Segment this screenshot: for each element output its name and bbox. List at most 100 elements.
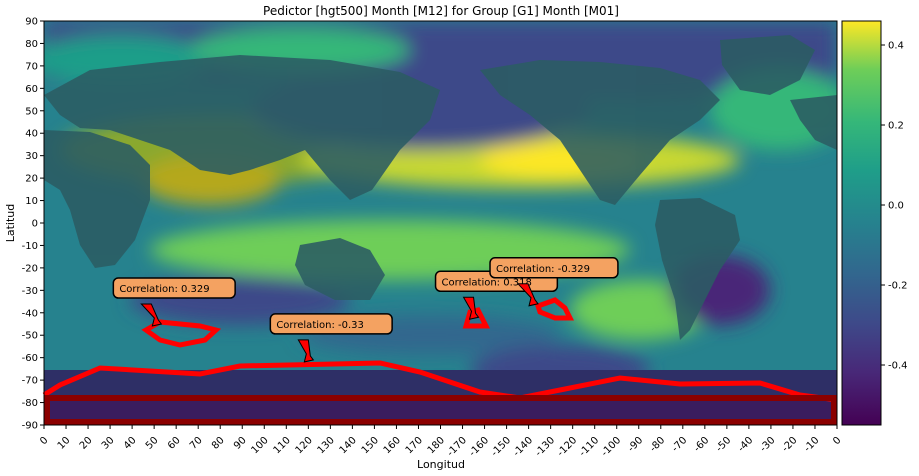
y-tick-label: 60 [25, 84, 38, 95]
region-south-pacific-b [534, 297, 575, 321]
y-tick-label: -50 [22, 331, 38, 342]
colorbar-tick-label: -0.2 [888, 281, 908, 292]
x-tick-label: -110 [577, 435, 601, 459]
x-tick-label: 0 [831, 435, 843, 447]
annotation-label: Correlation: 0.329 [119, 284, 209, 295]
x-tick-label: 110 [272, 435, 293, 456]
heatmap-plot-area [44, 21, 837, 425]
annotation-box [269, 313, 393, 335]
continent-north-america [480, 60, 720, 205]
x-tick-label: 130 [316, 435, 337, 456]
x-tick-label: 80 [210, 435, 227, 452]
region-south-indian [141, 319, 222, 348]
y-tick-label: -60 [22, 353, 38, 364]
y-tick-label: 30 [25, 151, 38, 162]
y-tick-label: 70 [25, 61, 38, 72]
y-tick-label: -80 [22, 398, 38, 409]
y-tick-label: 10 [25, 196, 38, 207]
annotation-callout: Correlation: -0.329 [489, 257, 619, 307]
x-tick-label: -150 [489, 435, 513, 459]
continent-africa [44, 130, 150, 268]
annotation-callout: Correlation: 0.329 [112, 277, 236, 327]
continent-masks [44, 35, 837, 340]
x-tick-label: -60 [692, 435, 711, 454]
x-tick-label: -120 [555, 435, 579, 459]
y-tick-label: -90 [22, 421, 38, 432]
colorbar-tick-label: -0.4 [888, 361, 908, 372]
annotation-label: Correlation: 0.318 [442, 277, 532, 288]
x-tick-label: -10 [802, 435, 821, 454]
colorbar-tick-label: 0.4 [888, 41, 904, 52]
annotation-arrow [516, 283, 539, 307]
x-tick-label: 150 [360, 435, 381, 456]
highlight-regions [42, 297, 838, 403]
y-tick-label: 50 [25, 106, 38, 117]
x-tick-label: 0 [38, 435, 50, 447]
colorbar: -0.4 -0.2 0.0 0.2 0.4 [841, 20, 908, 426]
x-tick-label: -90 [626, 435, 645, 454]
continent-eurasia [44, 55, 440, 200]
annotation-box [489, 257, 619, 279]
y-tick-label: -20 [22, 263, 38, 274]
annotation-label: Correlation: -0.33 [276, 320, 364, 331]
annotation-arrow [140, 303, 163, 327]
x-axis-ticks: 0 10 20 30 40 50 60 70 80 90 100 110 120 130 140 150 160… [38, 425, 844, 459]
x-tick-label: 30 [100, 435, 117, 452]
x-axis-label: Longitud [417, 458, 465, 471]
x-tick-label: -30 [758, 435, 777, 454]
x-tick-label: 70 [188, 435, 205, 452]
x-tick-label: -70 [670, 435, 689, 454]
y-tick-label: 0 [32, 219, 38, 230]
continent-greenland [720, 35, 815, 95]
y-tick-label: -40 [22, 308, 38, 319]
y-tick-label: 80 [25, 39, 38, 50]
x-tick-label: 40 [122, 435, 139, 452]
x-tick-label: 170 [404, 435, 425, 456]
continent-europe [790, 95, 837, 150]
x-tick-label: -20 [780, 435, 799, 454]
annotations-layer: Correlation: 0.329 Correlation: -0.33 Corr… [112, 257, 619, 363]
x-tick-label: -40 [736, 435, 755, 454]
x-tick-label: 60 [166, 435, 183, 452]
y-tick-label: -70 [22, 376, 38, 387]
annotation-box [112, 277, 236, 299]
x-tick-label: 160 [382, 435, 403, 456]
colorbar-tick-label: 0.0 [888, 201, 904, 212]
x-tick-label: 50 [144, 435, 161, 452]
x-tick-label: -140 [511, 435, 535, 459]
x-tick-label: -160 [467, 435, 491, 459]
colorbar-gradient [841, 20, 882, 426]
x-tick-label: -130 [533, 435, 557, 459]
y-tick-label: -10 [22, 241, 38, 252]
y-tick-label: 90 [25, 17, 38, 28]
y-tick-label: 40 [25, 129, 38, 140]
x-tick-label: -170 [445, 435, 469, 459]
y-tick-label: -30 [22, 286, 38, 297]
x-tick-label: -80 [648, 435, 667, 454]
y-axis-ticks: 90 80 70 60 50 40 30 20 10 0 -10 -20 -30 -40 -50 -60 -70… [22, 17, 44, 432]
x-tick-label: 100 [250, 435, 271, 456]
x-tick-label: 120 [294, 435, 315, 456]
x-tick-label: -100 [599, 435, 623, 459]
chart-title: Pedictor [hgt500] Month [M12] for Group … [263, 4, 619, 18]
y-tick-label: 20 [25, 174, 38, 185]
continent-australia [295, 238, 385, 300]
x-tick-label: 10 [56, 435, 73, 452]
region-antarctic-edge [42, 360, 838, 403]
x-tick-label: -50 [714, 435, 733, 454]
region-south-pacific-a [462, 307, 491, 329]
annotation-arrow [462, 296, 480, 320]
annotation-label: Correlation: -0.329 [496, 264, 590, 275]
annotation-arrow [297, 339, 315, 363]
x-tick-label: 90 [232, 435, 249, 452]
y-axis-label: Latitud [4, 204, 17, 243]
annotation-callout: Correlation: -0.33 [269, 313, 393, 363]
colorbar-ticks: -0.4 -0.2 0.0 0.2 0.4 [881, 41, 908, 372]
x-tick-label: 180 [426, 435, 447, 456]
x-tick-label: 20 [78, 435, 95, 452]
antarctic-frame [44, 395, 837, 425]
x-tick-label: 140 [338, 435, 359, 456]
colorbar-tick-label: 0.2 [888, 121, 904, 132]
continent-south-america [655, 198, 740, 340]
